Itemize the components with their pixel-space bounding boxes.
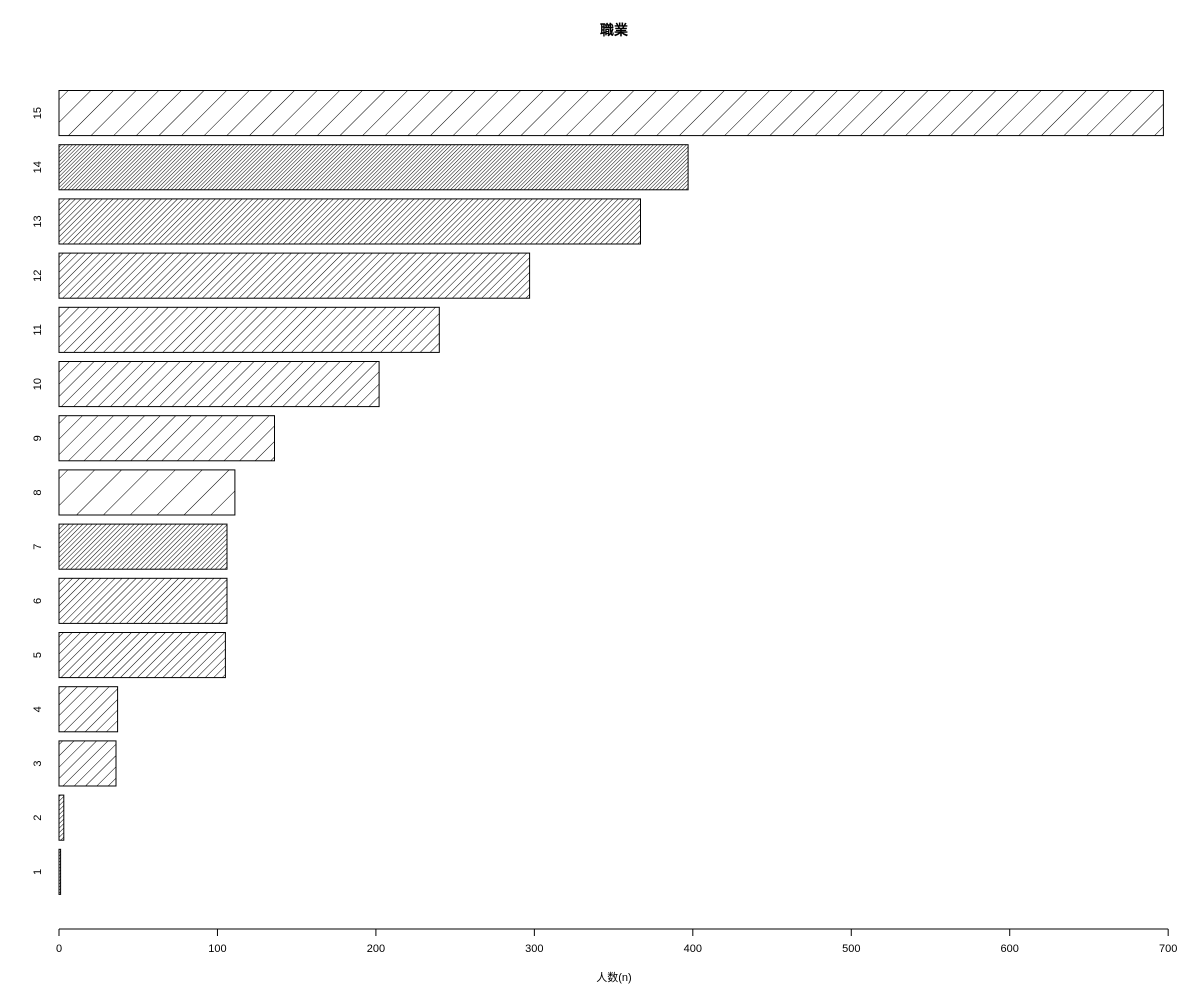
x-tick-label-500: 500	[842, 943, 860, 955]
bar-13	[58, 198, 641, 245]
y-tick-label-7: 7	[32, 544, 44, 550]
bar-1	[58, 848, 62, 895]
bars-group	[58, 90, 1164, 895]
bar-12	[58, 252, 531, 299]
x-tick-label-0: 0	[56, 943, 62, 955]
x-tick-label-600: 600	[1001, 943, 1019, 955]
bar-14	[58, 144, 689, 191]
x-axis-label: 人数(n)	[596, 971, 631, 984]
y-tick-label-4: 4	[32, 706, 44, 712]
bar-8	[58, 469, 236, 516]
bar-9	[58, 415, 275, 462]
x-tick-label-200: 200	[367, 943, 385, 955]
bar-4	[58, 686, 119, 733]
bar-11	[58, 306, 440, 353]
bar-15	[58, 90, 1164, 137]
y-tick-label-6: 6	[32, 598, 44, 604]
bar-2	[58, 794, 65, 841]
bar-5	[58, 632, 226, 679]
chart-title: 職業	[600, 22, 629, 38]
y-tick-label-14: 14	[32, 161, 44, 173]
bar-10	[58, 361, 380, 408]
y-tick-label-13: 13	[32, 215, 44, 227]
y-tick-label-3: 3	[32, 760, 44, 766]
x-tick-label-400: 400	[684, 943, 702, 955]
y-tick-label-11: 11	[32, 324, 44, 335]
y-tick-label-10: 10	[32, 378, 44, 390]
bar-3	[58, 740, 117, 787]
x-axis: 0 100 200 300 400 500 600 700	[56, 928, 1177, 955]
y-tick-label-9: 9	[32, 435, 44, 441]
bar-7	[58, 523, 228, 570]
x-tick-label-100: 100	[208, 943, 226, 955]
x-tick-label-700: 700	[1159, 943, 1177, 955]
y-tick-label-12: 12	[32, 270, 44, 282]
y-tick-label-8: 8	[32, 489, 44, 495]
y-tick-label-15: 15	[32, 107, 44, 119]
y-tick-label-1: 1	[32, 869, 44, 875]
y-tick-label-5: 5	[32, 652, 44, 658]
y-tick-label-2: 2	[32, 815, 44, 821]
bar-6	[58, 577, 228, 624]
x-tick-label-300: 300	[525, 943, 543, 955]
